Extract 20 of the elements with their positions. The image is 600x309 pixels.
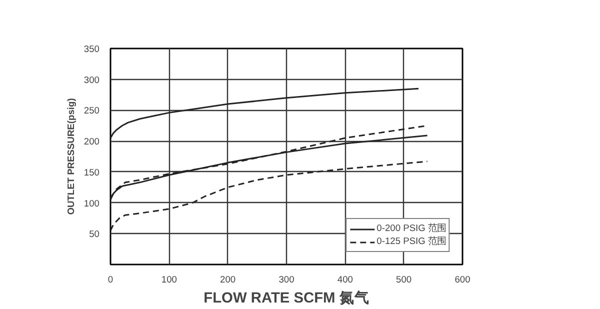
x-tick-label: 0 [108, 274, 114, 284]
y-tick-label: 250 [84, 106, 100, 116]
legend-label: 0-200 PSIG 范围 [376, 222, 446, 235]
line-series [110, 160, 428, 232]
y-axis-title: OUTLET PRESSURE(psig) [66, 98, 76, 215]
x-tick-label: 200 [220, 274, 236, 284]
y-tick-label: 350 [84, 44, 100, 54]
y-tick-label: 200 [84, 136, 100, 147]
x-tick-label: 300 [278, 274, 294, 284]
x-tick-label: 100 [161, 274, 177, 284]
y-tick-label: 100 [84, 198, 100, 208]
x-tick-label: 400 [337, 274, 353, 284]
y-tick-label: 300 [84, 74, 100, 85]
x-axis-title: FLOW RATE SCFM 氮气 [204, 290, 370, 306]
x-tick-label: 500 [396, 274, 412, 284]
legend-label: 0-125 PSIG 范围 [376, 235, 446, 248]
y-tick-label: 150 [84, 167, 100, 178]
line-series [110, 88, 420, 139]
y-tick-label: 50 [89, 229, 100, 240]
x-tick-label: 600 [454, 274, 470, 284]
